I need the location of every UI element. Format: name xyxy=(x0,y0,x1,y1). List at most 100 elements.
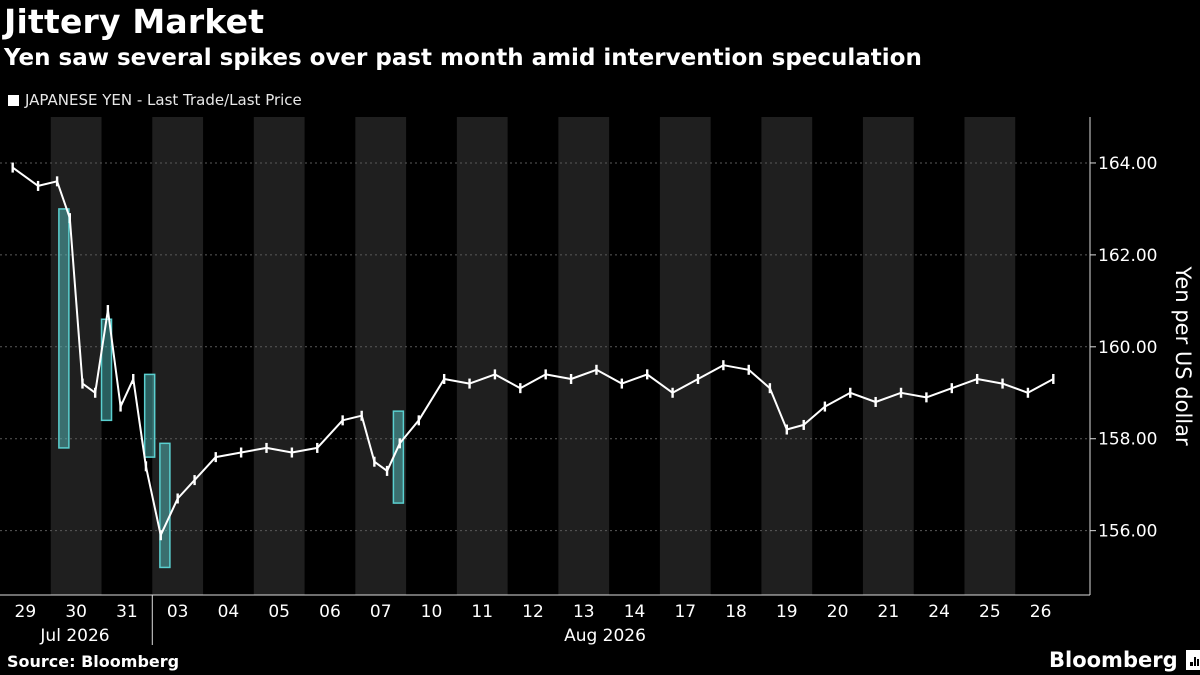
data-point xyxy=(696,373,700,384)
data-point xyxy=(1001,378,1004,389)
day-band xyxy=(355,117,407,595)
day-band xyxy=(558,117,610,595)
data-point xyxy=(544,369,547,380)
data-point xyxy=(81,378,84,389)
day-band xyxy=(253,117,305,595)
y-axis-label: Yen per US dollar xyxy=(1171,265,1195,446)
y-tick-label: 160.00 xyxy=(1098,338,1157,358)
legend: JAPANESE YEN - Last Trade/Last Price xyxy=(8,91,302,109)
legend-label: JAPANESE YEN - Last Trade/Last Price xyxy=(25,91,302,109)
data-point xyxy=(11,162,14,173)
series-line xyxy=(12,166,1054,537)
day-band xyxy=(862,117,914,595)
data-point xyxy=(239,447,243,458)
data-point xyxy=(373,456,376,467)
data-point xyxy=(442,373,446,384)
x-tick-label: 12 xyxy=(522,602,544,622)
day-band xyxy=(964,117,1016,595)
legend-swatch xyxy=(8,94,19,106)
data-point xyxy=(768,383,772,394)
data-point xyxy=(144,461,148,472)
day-band xyxy=(456,117,508,595)
data-point xyxy=(646,369,649,380)
x-tick-label: 07 xyxy=(370,602,392,622)
chart-subtitle: Yen saw several spikes over past month a… xyxy=(4,45,922,71)
data-point xyxy=(1026,387,1030,398)
data-point xyxy=(823,401,827,412)
x-tick-label: 05 xyxy=(268,602,290,622)
spike-highlight xyxy=(392,410,405,504)
chart-title: Jittery Market xyxy=(4,2,265,41)
data-point xyxy=(55,176,59,187)
data-point xyxy=(385,465,389,476)
data-point xyxy=(747,364,750,375)
y-tick-label: 156.00 xyxy=(1098,522,1157,542)
data-point xyxy=(176,493,179,504)
x-tick-label: 03 xyxy=(167,602,189,622)
data-point xyxy=(468,378,471,389)
data-point xyxy=(802,419,805,430)
bar-chart-icon xyxy=(1185,650,1200,670)
x-tick-label: 31 xyxy=(116,602,138,622)
spike-highlight xyxy=(100,318,113,422)
x-tick-label: 24 xyxy=(928,602,950,622)
x-tick-label: 19 xyxy=(776,602,798,622)
data-point xyxy=(398,438,401,449)
data-point xyxy=(119,401,122,412)
data-point xyxy=(159,530,162,541)
x-tick-label: 18 xyxy=(725,602,747,622)
y-tick-label: 162.00 xyxy=(1098,246,1157,266)
month-label: Aug 2026 xyxy=(564,626,646,646)
day-band xyxy=(659,117,711,595)
spike-highlight xyxy=(58,208,70,449)
data-point xyxy=(874,396,877,407)
x-tick-label: 13 xyxy=(573,602,595,622)
data-point xyxy=(849,387,852,398)
data-point xyxy=(290,447,294,458)
x-tick-label: 26 xyxy=(1030,602,1052,622)
data-point xyxy=(193,475,196,486)
day-band xyxy=(761,117,813,595)
x-tick-label: 04 xyxy=(218,602,240,622)
data-point xyxy=(899,387,903,398)
x-tick-label: 10 xyxy=(421,602,443,622)
data-point xyxy=(595,364,598,375)
source-note: Source: Bloomberg xyxy=(7,652,180,671)
data-point xyxy=(360,410,363,421)
data-point xyxy=(1052,373,1055,384)
data-point xyxy=(569,373,573,384)
data-point xyxy=(785,424,789,435)
spike-highlight xyxy=(159,442,171,569)
data-point xyxy=(722,360,725,371)
data-point xyxy=(620,378,624,389)
spike-highlight xyxy=(143,373,156,458)
month-label: Jul 2026 xyxy=(39,626,109,646)
data-point xyxy=(417,415,420,426)
x-tick-label: 14 xyxy=(624,602,646,622)
data-point xyxy=(68,213,71,224)
x-tick-label: 21 xyxy=(878,602,900,622)
brand-name: Bloomberg xyxy=(1049,648,1178,672)
data-point xyxy=(93,387,97,398)
x-tick-label: 29 xyxy=(15,602,37,622)
x-tick-label: 17 xyxy=(674,602,696,622)
y-tick-label: 164.00 xyxy=(1098,154,1157,174)
data-point xyxy=(132,373,135,384)
data-point xyxy=(975,373,979,384)
data-point xyxy=(265,442,268,453)
data-point xyxy=(493,369,497,380)
brand-logo: Bloomberg xyxy=(1049,648,1200,672)
data-point xyxy=(36,180,40,191)
data-point xyxy=(519,383,522,394)
data-point xyxy=(316,442,319,453)
data-point xyxy=(341,415,344,426)
x-tick-label: 30 xyxy=(65,602,87,622)
day-band xyxy=(152,117,204,595)
x-tick-label: 06 xyxy=(319,602,341,622)
data-point xyxy=(106,305,110,316)
x-tick-label: 20 xyxy=(827,602,849,622)
data-point xyxy=(214,452,217,463)
x-tick-label: 25 xyxy=(979,602,1001,622)
data-point xyxy=(925,392,928,403)
